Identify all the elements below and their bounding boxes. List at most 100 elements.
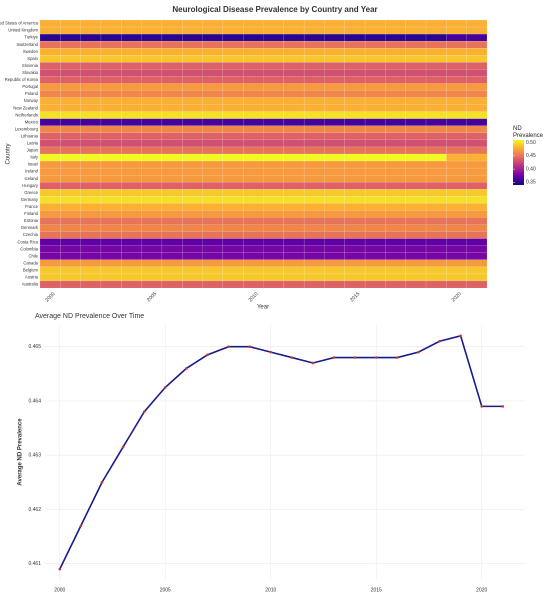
heatmap-cell xyxy=(344,273,366,282)
heatmap-cell xyxy=(283,33,305,42)
heatmap-cell xyxy=(405,97,427,105)
heatmap-cell xyxy=(161,174,183,183)
heatmap-cell xyxy=(446,132,467,141)
heatmap-cell xyxy=(385,83,406,91)
heatmap-cell xyxy=(242,83,264,91)
heatmap-cell xyxy=(39,40,61,49)
heatmap-cell xyxy=(405,252,427,260)
heatmap-cell xyxy=(466,231,488,239)
heatmap-cell xyxy=(182,62,203,70)
heatmap-cell xyxy=(385,273,406,282)
heatmap-cell xyxy=(182,97,203,105)
heatmap-cell xyxy=(202,203,224,211)
heatmap-cell xyxy=(263,217,285,225)
heatmap-cell xyxy=(385,252,406,260)
heatmap-cell xyxy=(161,19,183,28)
heatmap-cell xyxy=(222,40,244,49)
heatmap-cell xyxy=(466,245,488,253)
heatmap-cell xyxy=(242,273,264,282)
heatmap-cell xyxy=(344,69,366,77)
heatmap-cell xyxy=(60,55,81,63)
heatmap-cell xyxy=(364,26,386,35)
heatmap-cell xyxy=(202,97,224,105)
heatmap-cell xyxy=(39,259,61,268)
heatmap-cell xyxy=(303,26,325,35)
heatmap-cell xyxy=(141,104,163,112)
heatmap-cell xyxy=(344,19,366,28)
heatmap-cell xyxy=(161,33,183,42)
heatmap-cell xyxy=(324,259,345,268)
heatmap-cell xyxy=(446,266,467,275)
heatmap-cell xyxy=(425,132,447,141)
heatmap-cell xyxy=(100,252,122,260)
heatmap-cell xyxy=(161,97,183,105)
heatmap-cell xyxy=(466,280,488,289)
heatmap-title: Neurological Disease Prevalence by Count… xyxy=(172,5,377,14)
heatmap-cell xyxy=(364,83,386,91)
heatmap-cell xyxy=(80,26,102,35)
heatmap-cell xyxy=(141,196,163,204)
heatmap-cell xyxy=(344,203,366,211)
heatmap-cell xyxy=(303,210,325,218)
heatmap-cell xyxy=(364,238,386,246)
colorbar xyxy=(513,140,524,185)
heatmap-cell xyxy=(202,132,224,141)
heatmap-cell xyxy=(100,26,122,35)
y-tick-label: Portugal xyxy=(22,84,38,89)
heatmap-cell xyxy=(425,90,447,98)
heatmap-cell xyxy=(121,111,142,119)
heatmap-cell xyxy=(385,182,406,190)
heatmap-cell xyxy=(222,210,244,218)
heatmap-cell xyxy=(344,132,366,141)
heatmap-cell xyxy=(324,19,345,28)
heatmap-cell xyxy=(60,125,81,134)
heatmap-cell xyxy=(242,210,264,218)
heatmap-cell xyxy=(344,90,366,98)
heatmap-cell xyxy=(161,217,183,225)
point xyxy=(353,356,357,359)
heatmap-cell xyxy=(405,210,427,218)
y-tick-label: Hungary xyxy=(22,183,39,188)
point xyxy=(396,356,399,359)
heatmap-cell xyxy=(39,26,61,35)
heatmap-cell xyxy=(466,33,488,42)
y-tick-label: Estonia xyxy=(24,218,39,223)
heatmap-cell xyxy=(60,196,81,204)
heatmap-cell xyxy=(161,146,183,155)
heatmap-cell xyxy=(283,26,305,35)
heatmap-cell xyxy=(263,266,285,275)
heatmap-cell xyxy=(446,48,467,56)
heatmap-cell xyxy=(303,182,325,190)
heatmap-cell xyxy=(324,139,345,148)
heatmap-cell xyxy=(100,97,122,105)
heatmap-cell xyxy=(100,90,122,98)
heatmap-cell xyxy=(242,146,264,155)
heatmap-cell xyxy=(425,252,447,260)
heatmap-cell xyxy=(60,104,81,112)
heatmap-cell xyxy=(202,217,224,225)
heatmap-cell xyxy=(425,118,447,126)
heatmap-cell xyxy=(303,40,325,49)
heatmap-cell xyxy=(344,139,366,148)
heatmap-cell xyxy=(405,104,427,112)
heatmap-cell xyxy=(121,224,142,232)
heatmap-cell xyxy=(80,167,102,176)
heatmap-cell xyxy=(364,266,386,275)
heatmap-cell xyxy=(446,153,467,162)
heatmap-cell xyxy=(121,139,142,148)
heatmap-cell xyxy=(80,104,102,112)
heatmap-cell xyxy=(364,217,386,225)
heatmap-cell xyxy=(242,231,264,239)
heatmap-cell xyxy=(344,146,366,155)
heatmap-cell xyxy=(263,90,285,98)
heatmap-cell xyxy=(324,196,345,204)
heatmap-cell xyxy=(182,90,203,98)
heatmap-cell xyxy=(222,273,244,282)
heatmap-cell xyxy=(466,238,488,246)
heatmap-cell xyxy=(283,40,305,49)
heatmap-cell xyxy=(60,139,81,148)
heatmap-cell xyxy=(182,245,203,253)
heatmap-cell xyxy=(446,104,467,112)
heatmap-cell xyxy=(446,203,467,211)
